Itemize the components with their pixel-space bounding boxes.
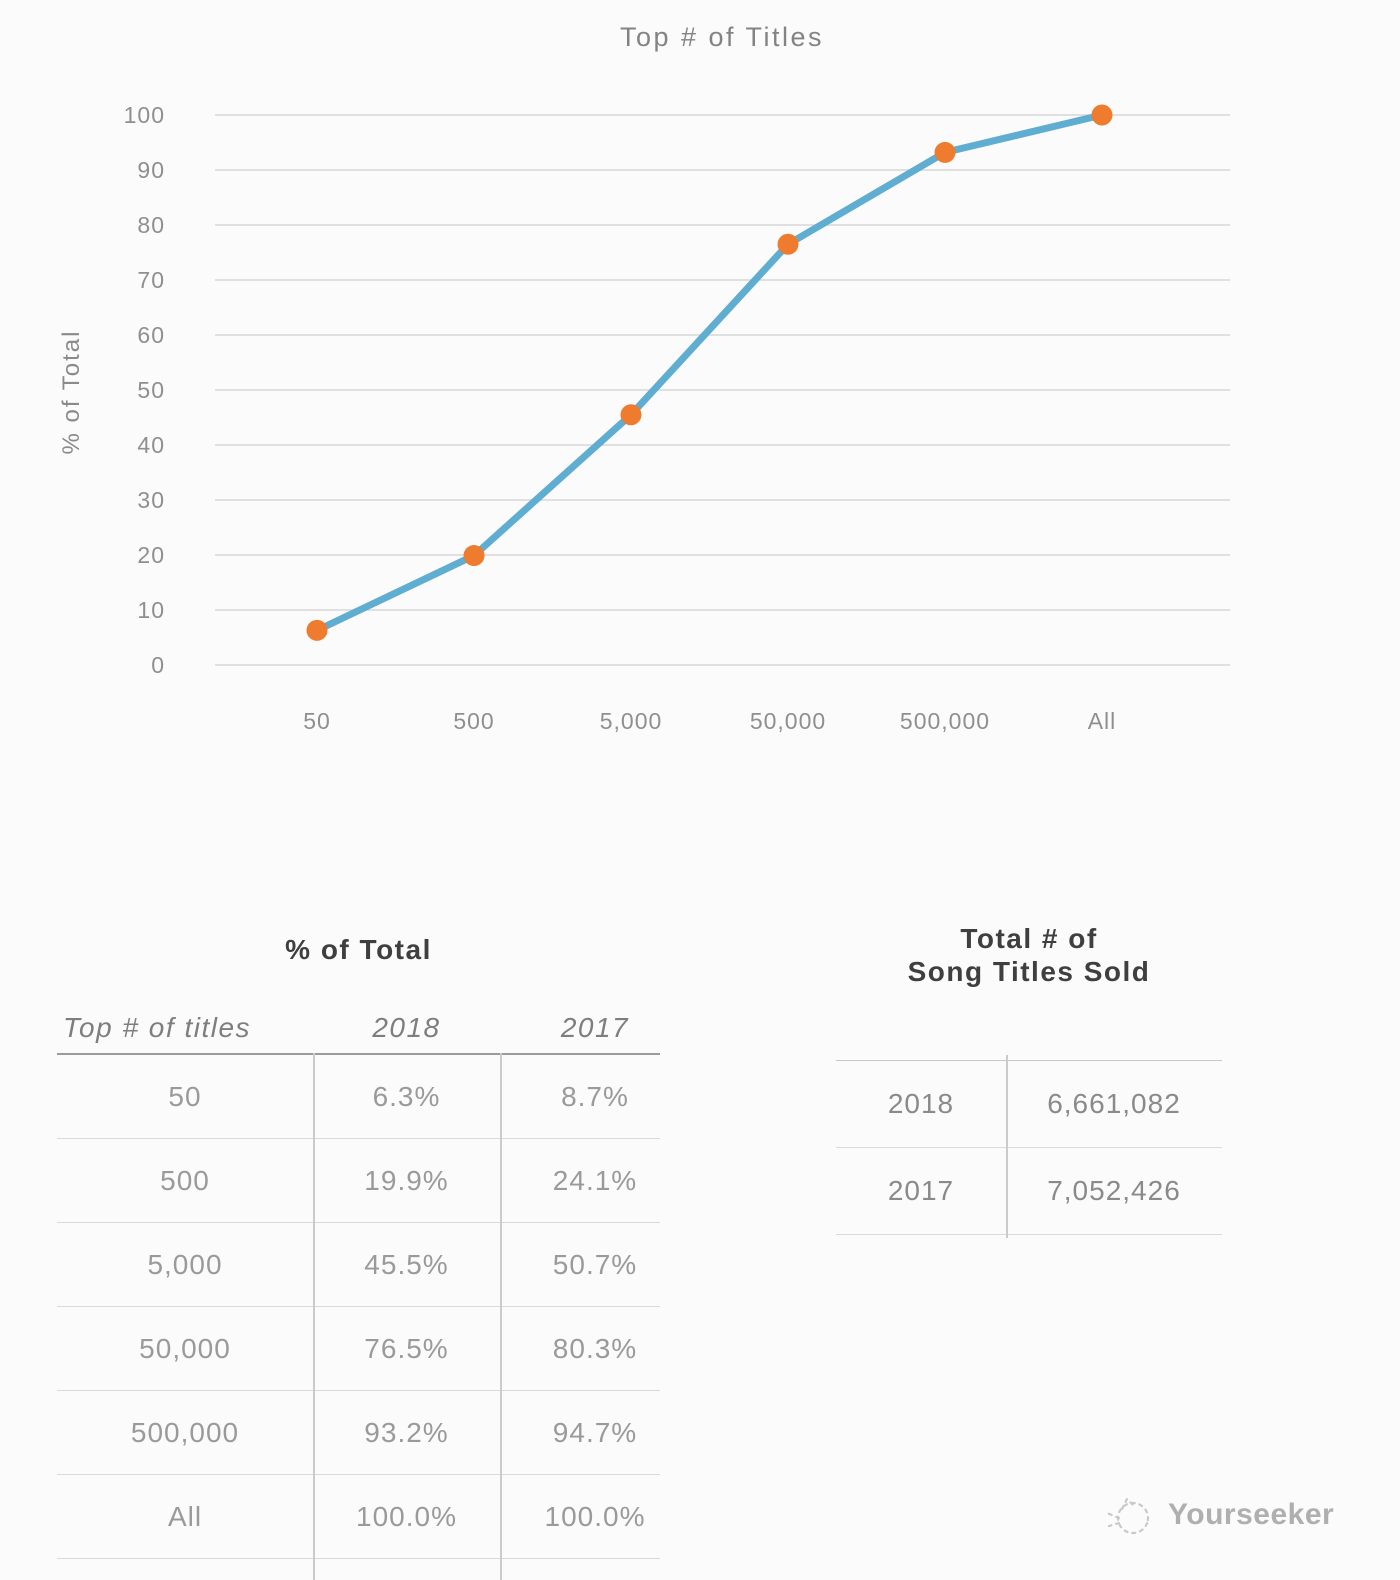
column-header: 2017 — [560, 1012, 630, 1043]
y-tick-label: 70 — [137, 267, 165, 293]
data-point-marker — [777, 233, 799, 255]
table-row: 2017 7,052,426 — [836, 1148, 1222, 1235]
x-tick-label: 500,000 — [899, 708, 991, 734]
y-tick-label: 50 — [137, 377, 165, 403]
table-row: 50,000 76.5% 80.3% — [57, 1307, 660, 1391]
percent-table-header-row: Top # of titles 2018 2017 — [57, 1003, 660, 1053]
table-cell: 19.9% — [364, 1164, 449, 1196]
table-row: 500 19.9% 24.1% — [57, 1139, 660, 1223]
table-column-divider — [500, 1053, 502, 1580]
table-row: 50 6.3% 8.7% — [57, 1055, 660, 1139]
data-line-2018 — [313, 111, 1106, 634]
percent-table-body: 50 6.3% 8.7% 500 19.9% 24.1% 5,000 45.5%… — [57, 1053, 660, 1559]
y-tick-label: 30 — [137, 487, 165, 513]
data-point-marker — [463, 545, 485, 567]
y-tick-label: 0 — [151, 652, 165, 678]
table-cell: All — [167, 1500, 203, 1532]
table-cell: 24.1% — [552, 1164, 638, 1196]
table-cell: 500,000 — [130, 1416, 240, 1448]
y-tick-label: 20 — [137, 542, 165, 568]
table-cell: 6.3% — [372, 1080, 441, 1112]
x-tick-label: 5,000 — [599, 708, 663, 734]
yourseeker-logo-icon — [1105, 1497, 1150, 1535]
y-tick-label: 90 — [137, 157, 165, 183]
data-point-marker — [306, 619, 328, 641]
x-tick-label: 50 — [303, 708, 331, 734]
brand-watermark: Yourseeker — [1102, 1486, 1334, 1544]
table-cell: 6,661,082 — [1047, 1088, 1181, 1119]
percent-table: Top # of titles 2018 2017 50 6.3% 8.7% 5… — [57, 1003, 660, 1559]
y-tick-label: 100 — [123, 102, 165, 128]
line-chart: Top # of Titles % of Total 0 10 20 30 40 50 60… — [58, 22, 1230, 734]
table-cell: 45.5% — [364, 1248, 449, 1280]
y-tick-label: 10 — [137, 597, 165, 623]
table-cell: 50.7% — [552, 1248, 638, 1280]
chart-title: Top # of Titles — [619, 22, 825, 52]
table-cell: 5,000 — [147, 1248, 223, 1280]
data-point-marker — [1091, 104, 1113, 126]
table-cell: 8.7% — [561, 1080, 629, 1112]
table-cell: 7,052,426 — [1047, 1175, 1181, 1206]
table-row: 5,000 45.5% 50.7% — [57, 1223, 660, 1307]
table-row: All 100.0% 100.0% — [57, 1475, 660, 1559]
chart-plot-svg — [215, 104, 1230, 666]
table-cell: 50,000 — [139, 1332, 231, 1364]
table-cell: 500 — [160, 1164, 210, 1196]
table-row: 2018 6,661,082 — [836, 1061, 1222, 1148]
table-cell: 94.7% — [552, 1416, 638, 1448]
table-cell: 100.0% — [544, 1500, 646, 1532]
table-cell: 2018 — [887, 1088, 955, 1119]
brand-name: Yourseeker — [1168, 1498, 1335, 1531]
x-tick-label: 500 — [453, 708, 495, 734]
totals-table-title-line1: Total # of — [960, 923, 1098, 954]
x-tick-label: All — [1087, 708, 1117, 734]
y-tick-label: 40 — [137, 432, 165, 458]
table-row: 500,000 93.2% 94.7% — [57, 1391, 660, 1475]
data-point-marker — [934, 141, 956, 163]
table-cell: 93.2% — [364, 1416, 449, 1448]
column-header: Top # of titles — [63, 1012, 252, 1043]
totals-table-title: Total # of Song Titles Sold — [836, 922, 1222, 988]
table-column-divider — [313, 1053, 315, 1580]
y-tick-label: 60 — [137, 322, 165, 348]
table-column-divider — [1006, 1055, 1008, 1238]
data-point-marker — [620, 404, 642, 426]
totals-table-title-line2: Song Titles Sold — [907, 956, 1151, 987]
table-cell: 2017 — [887, 1175, 955, 1206]
table-cell: 80.3% — [552, 1332, 638, 1364]
table-cell: 76.5% — [364, 1332, 449, 1364]
totals-table: 2018 6,661,082 2017 7,052,426 — [836, 1060, 1222, 1235]
column-header: 2018 — [372, 1012, 441, 1043]
percent-table-title: % of Total — [285, 934, 432, 965]
table-cell: 50 — [168, 1080, 202, 1112]
table-cell: 100.0% — [356, 1500, 457, 1532]
y-tick-label: 80 — [137, 212, 165, 238]
x-tick-label: 50,000 — [749, 708, 827, 734]
